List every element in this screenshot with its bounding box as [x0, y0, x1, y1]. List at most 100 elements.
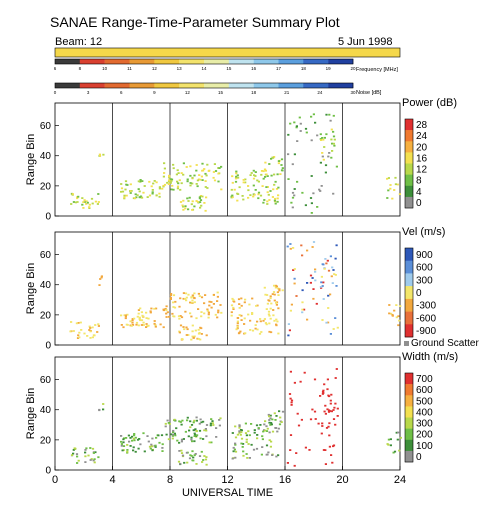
echo-point: [190, 296, 193, 299]
echo-point: [327, 307, 330, 309]
echo-point: [150, 307, 153, 310]
echo-point: [236, 320, 239, 323]
echo-point: [189, 182, 192, 184]
echo-point: [281, 167, 284, 169]
echo-point: [311, 246, 314, 248]
echo-point: [321, 263, 324, 266]
echo-point: [169, 182, 172, 184]
echo-point: [235, 170, 238, 173]
echo-point: [259, 424, 262, 426]
echo-point: [182, 205, 185, 208]
echo-point: [277, 194, 280, 197]
echo-point: [395, 431, 398, 434]
echo-point: [149, 447, 152, 450]
echo-point: [287, 153, 290, 156]
echo-point: [278, 289, 281, 292]
echo-point: [270, 157, 273, 160]
echo-point: [190, 315, 193, 318]
echo-point: [163, 183, 167, 186]
echo-point: [141, 180, 144, 182]
echo-point: [166, 311, 169, 314]
echo-point: [171, 184, 174, 187]
echo-point: [200, 175, 203, 178]
echo-point: [252, 169, 255, 172]
y-axis-label: Range Bin: [25, 263, 37, 314]
echo-point: [93, 458, 96, 461]
echo-point: [216, 291, 219, 294]
echo-point: [189, 301, 192, 304]
echo-point: [147, 440, 150, 443]
colorbar-swatch: [405, 141, 413, 153]
echo-point: [206, 309, 209, 312]
echo-point: [316, 134, 319, 137]
echo-point: [190, 424, 194, 426]
echo-point: [100, 276, 103, 279]
noise-tick-label: 9: [153, 90, 156, 95]
echo-point: [270, 422, 273, 424]
echo-point: [158, 192, 161, 195]
echo-point: [275, 455, 278, 458]
echo-point: [78, 331, 81, 334]
echo-point: [244, 432, 248, 434]
echo-point: [393, 309, 396, 312]
echo-point: [71, 193, 74, 195]
echo-point: [247, 443, 250, 445]
echo-point: [193, 454, 196, 457]
echo-point: [311, 408, 314, 411]
echo-point: [268, 330, 271, 333]
echo-point: [197, 338, 200, 340]
echo-point: [197, 178, 201, 181]
echo-point: [166, 181, 169, 184]
echo-point: [233, 448, 236, 451]
echo-point: [231, 297, 234, 300]
colorbar-label: 600: [416, 385, 433, 396]
freq-label: Frequency [MHz]: [356, 67, 398, 73]
echo-point: [180, 449, 183, 452]
echo-point: [292, 269, 295, 271]
echo-point: [172, 294, 176, 297]
echo-point: [187, 334, 190, 336]
echo-point: [267, 413, 270, 416]
echo-point: [179, 297, 182, 300]
echo-point: [192, 456, 195, 459]
echo-point: [325, 321, 328, 324]
echo-point: [201, 461, 204, 463]
echo-point: [273, 412, 276, 415]
echo-point: [198, 295, 201, 297]
echo-point: [306, 282, 309, 284]
echo-point: [140, 196, 143, 199]
echo-point: [254, 189, 257, 191]
echo-point: [199, 437, 202, 440]
echo-point: [138, 316, 141, 319]
echo-point: [94, 324, 97, 326]
freq-swatch: [55, 59, 81, 64]
noise-swatch: [228, 83, 254, 88]
echo-point: [266, 203, 269, 205]
echo-point: [300, 418, 303, 421]
echo-point: [265, 425, 268, 428]
echo-point: [79, 321, 82, 324]
echo-point: [275, 323, 278, 326]
echo-point: [98, 284, 101, 286]
beam-label: Beam: 12: [55, 36, 103, 48]
echo-point: [182, 297, 185, 300]
echo-point: [256, 437, 259, 440]
echo-point: [325, 262, 328, 265]
echo-point: [208, 304, 211, 307]
echo-point: [84, 451, 87, 454]
echo-point: [122, 441, 125, 444]
echo-point: [75, 322, 78, 325]
echo-point: [265, 430, 269, 432]
echo-point: [220, 165, 223, 168]
echo-point: [291, 206, 294, 209]
echo-point: [136, 194, 139, 197]
echo-point: [169, 296, 172, 299]
echo-point: [197, 308, 200, 310]
echo-point: [193, 435, 196, 437]
echo-point: [216, 295, 219, 298]
echo-point: [242, 179, 245, 181]
echo-point: [212, 303, 215, 305]
echo-point: [177, 460, 181, 463]
echo-point: [178, 441, 181, 444]
echo-point: [268, 419, 271, 421]
